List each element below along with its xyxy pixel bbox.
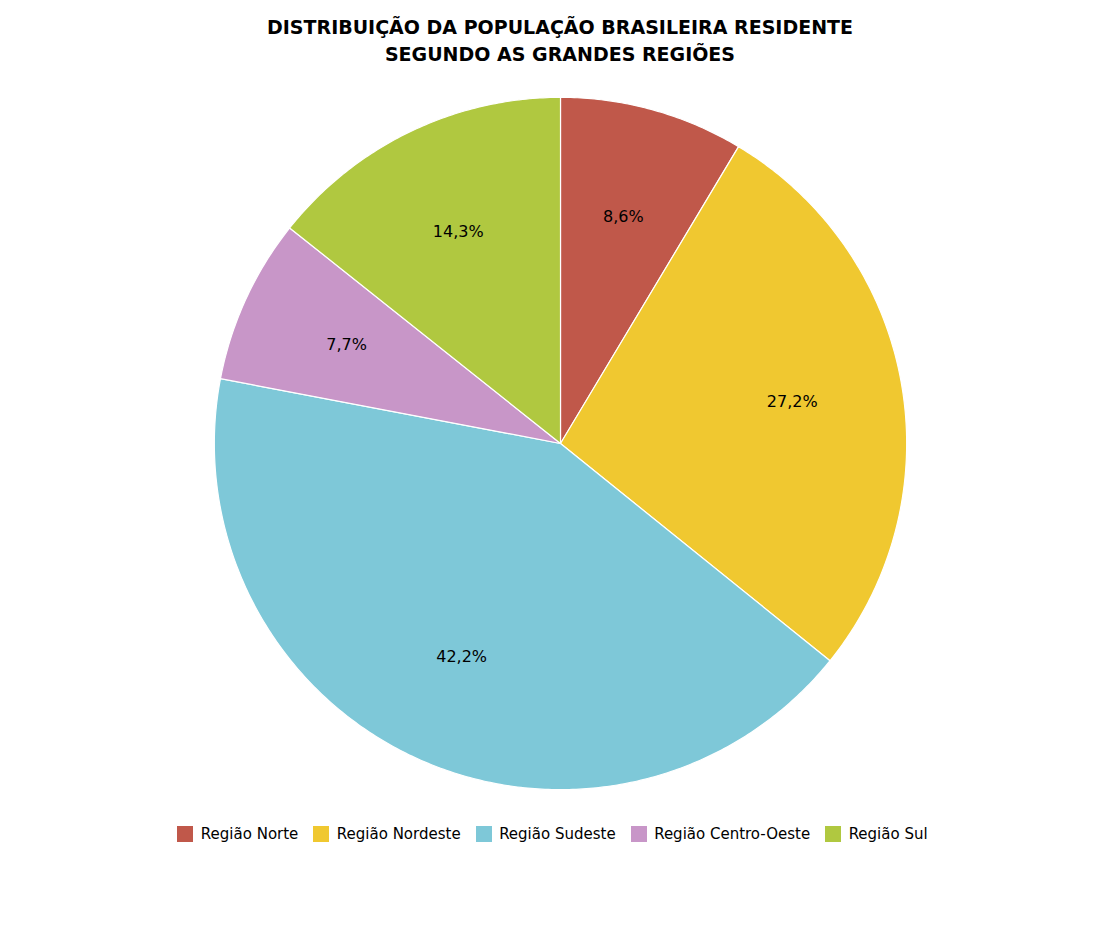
svg-text:42,2%: 42,2% <box>436 647 487 666</box>
html-text:Região Sul: Região Sul <box>848 824 928 843</box>
svg-text:14,3%: 14,3% <box>433 222 484 241</box>
html-text:Região Nordeste: Região Nordeste <box>336 824 461 843</box>
html-text:DISTRIBUIÇÃO DA POPULAÇÃO BRAS: DISTRIBUIÇÃO DA POPULAÇÃO BRASILEIRA RES… <box>267 16 853 65</box>
svg-text:8,6%: 8,6% <box>603 207 644 226</box>
svg-text:7,7%: 7,7% <box>326 336 367 355</box>
html-text:Região Norte: Região Norte <box>200 824 299 843</box>
html-text:Região Centro-Oeste: Região Centro-Oeste <box>654 824 811 843</box>
svg-text:27,2%: 27,2% <box>767 393 818 412</box>
html-text:Região Sudeste: Região Sudeste <box>499 824 616 843</box>
